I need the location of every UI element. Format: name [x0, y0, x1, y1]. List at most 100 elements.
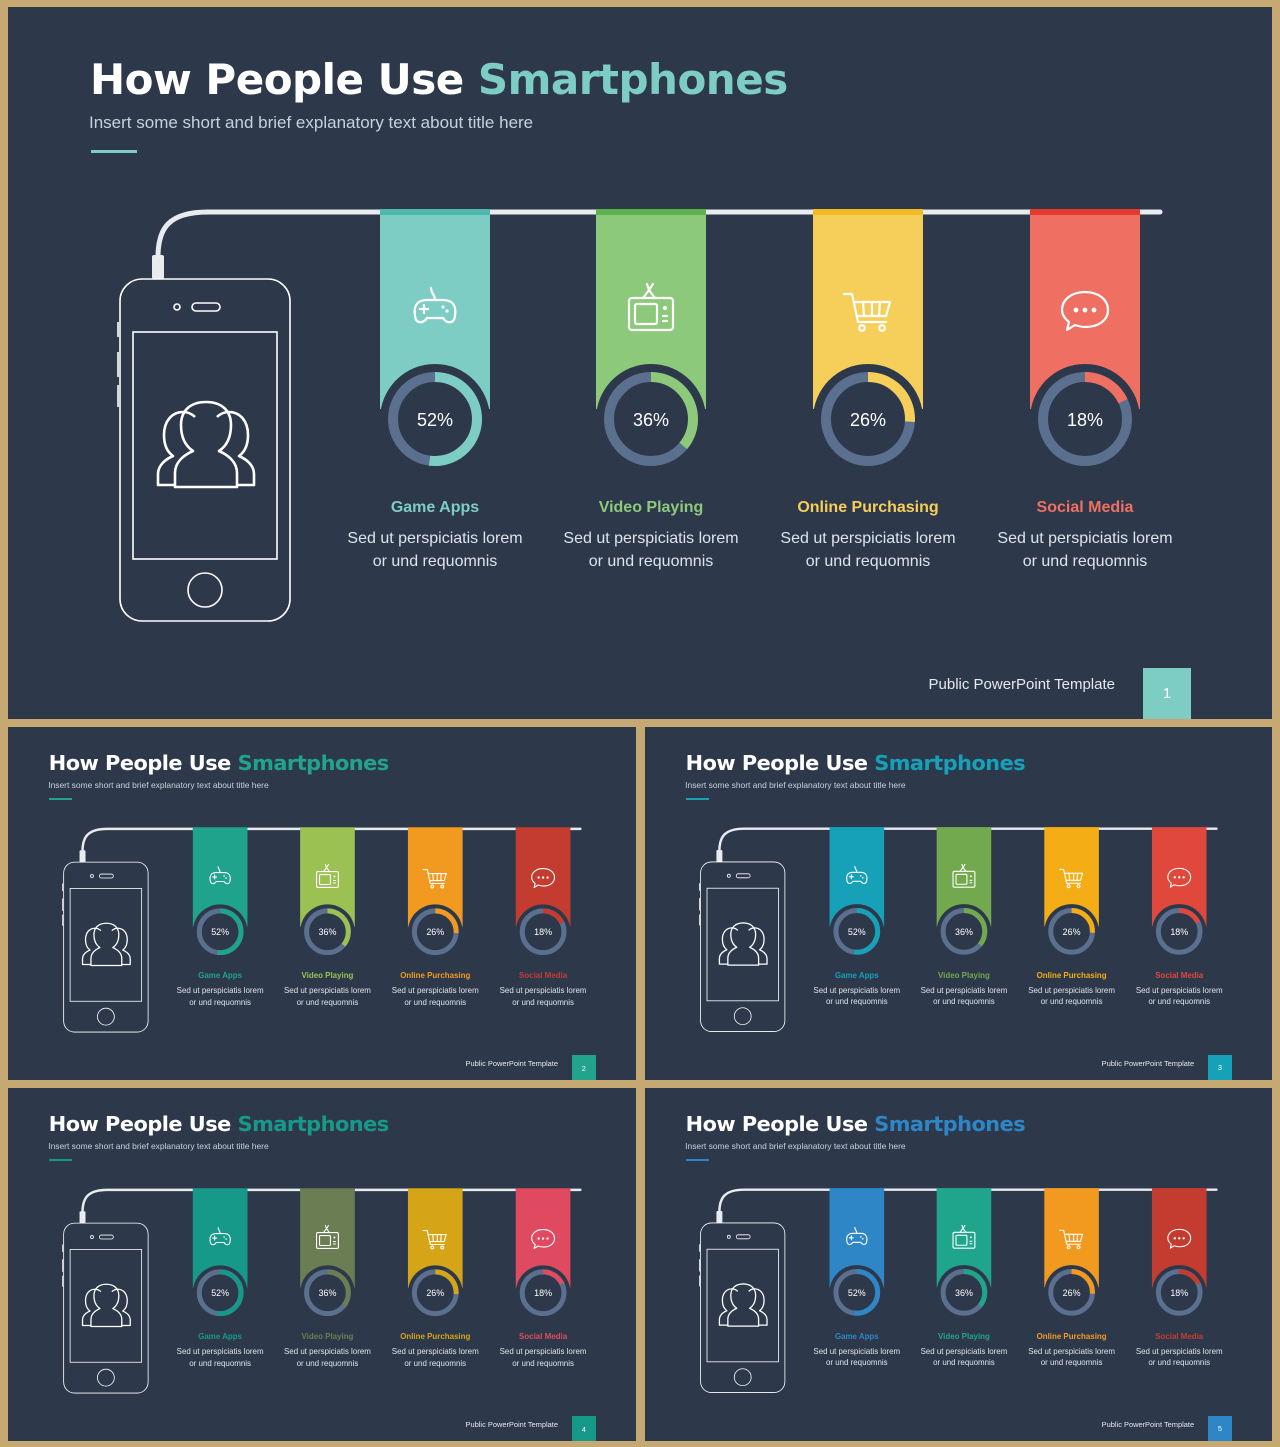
cable-line: [155, 209, 378, 279]
ribbon-3: 26%: [1044, 827, 1099, 959]
phone-body: [63, 861, 149, 1033]
title-main: How People Use: [48, 750, 238, 775]
ribbon-1: 52%: [380, 209, 490, 474]
category-description: Sed ut perspiciatis lorem or und requomn…: [563, 530, 739, 570]
infographic-chart: 52% 36% 26% 18%: [190, 827, 582, 960]
page-subtitle: Insert some short and brief explanatory …: [685, 779, 906, 790]
ribbon-top-band: [1044, 1188, 1099, 1192]
speaker-slot: [191, 302, 221, 312]
ring-progress: [833, 908, 881, 955]
title-main: How People Use: [48, 1111, 238, 1136]
users-icon: [156, 400, 256, 489]
percent-label: 36%: [319, 1288, 337, 1298]
footer-label: Public PowerPoint Template: [465, 1059, 558, 1069]
ribbon-top-band: [1030, 209, 1140, 215]
infographic-canvas: 52% 36% 26% 18%: [62, 827, 582, 1033]
page-number-badge: 5: [1208, 1415, 1232, 1441]
title-main: How People Use: [685, 1111, 875, 1136]
page-number-badge: 4: [571, 1416, 596, 1441]
title-underline: [91, 150, 137, 153]
category-name: Game Apps: [390, 499, 480, 516]
ribbon-2: 36%: [596, 209, 706, 474]
title-underline: [49, 798, 73, 801]
ribbon-4: 18%: [515, 827, 571, 960]
ribbon-top-band: [407, 827, 463, 831]
ribbon-top-band: [300, 827, 355, 831]
ring-progress: [940, 1269, 988, 1316]
page-subtitle: Insert some short and brief explanatory …: [89, 113, 534, 132]
slide-2[interactable]: How People Use Smartphones Insert some sh…: [8, 727, 636, 1080]
footer-label: Public PowerPoint Template: [465, 1420, 558, 1430]
ring-progress: [604, 372, 698, 466]
users-icon: [81, 1283, 131, 1328]
ribbon-3: 26%: [1044, 1188, 1099, 1320]
tv-icon: [952, 1224, 976, 1249]
smartphone-illustration: [699, 1188, 829, 1393]
ring-progress: [940, 908, 988, 955]
cable-line: [718, 1188, 829, 1223]
category-description: Sed ut perspiciatis lorem or und requomn…: [997, 530, 1173, 570]
ribbon-4: 18%: [1151, 1188, 1207, 1320]
percent-label: 52%: [848, 927, 866, 937]
category-description: Sed ut perspiciatis lorem or und requomn…: [499, 986, 587, 1007]
camera-dot: [90, 874, 94, 878]
chat-bubble-icon: [531, 1229, 556, 1250]
slide-4[interactable]: How People Use Smartphones Insert some sh…: [8, 1088, 636, 1441]
ribbon-top-band: [813, 209, 923, 215]
chat-bubble-icon: [1167, 1228, 1192, 1249]
gamepad-icon: [209, 866, 231, 885]
percent-label: 52%: [417, 410, 453, 430]
gamepad-icon: [846, 1226, 868, 1245]
title-accent: Smartphones: [477, 55, 788, 104]
slide-5[interactable]: How People Use Smartphones Insert some sh…: [645, 1088, 1272, 1441]
chat-bubble-icon: [531, 868, 556, 889]
category-name: Social Media: [519, 1332, 568, 1342]
chat-bubble-icon: [1167, 867, 1192, 888]
ribbon-top-band: [300, 1188, 355, 1192]
category-description: Sed ut perspiciatis lorem or und requomn…: [1135, 985, 1223, 1007]
shopping-cart-icon: [422, 1230, 447, 1250]
percent-label: 26%: [1063, 1288, 1081, 1298]
tv-icon: [315, 1225, 339, 1250]
page-subtitle: Insert some short and brief explanatory …: [48, 779, 269, 790]
page-title: How People Use Smartphones: [686, 751, 1026, 775]
camera-dot: [726, 873, 731, 878]
home-button: [187, 572, 223, 608]
percent-label: 36%: [955, 927, 973, 937]
home-button: [733, 1007, 752, 1026]
percent-label: 36%: [319, 927, 337, 937]
category-name: Video Playing: [938, 971, 990, 981]
category-description: Sed ut perspiciatis lorem or und requomn…: [347, 530, 523, 570]
title-accent: Smartphones: [237, 1111, 390, 1136]
category-name: Social Media: [1155, 971, 1204, 981]
infographic-chart: 52% 36% 26% 18%: [375, 209, 1163, 474]
speaker-slot: [99, 1234, 114, 1240]
slide-3[interactable]: How People Use Smartphones Insert some sh…: [645, 727, 1272, 1080]
category-name: Game Apps: [834, 1332, 879, 1342]
page-title: How People Use Smartphones: [685, 1111, 1026, 1136]
ribbon-4: 18%: [1151, 827, 1207, 959]
title-main: How People Use: [90, 55, 478, 104]
users-icon: [718, 1283, 768, 1327]
category-name: Online Purchasing: [400, 1332, 471, 1342]
title-underline: [686, 797, 709, 800]
category-name: Social Media: [519, 971, 568, 981]
gamepad-icon: [209, 1227, 231, 1246]
category-name: Online Purchasing: [1036, 971, 1107, 981]
smartphone-illustration: [699, 827, 829, 1032]
phone-body: [700, 1222, 786, 1393]
slide-1[interactable]: How People Use Smartphones Insert some sh…: [8, 7, 1272, 719]
category-description: Sed ut perspiciatis lorem or und requomn…: [176, 986, 264, 1007]
percent-label: 18%: [534, 927, 552, 937]
tv-icon: [952, 863, 976, 888]
ribbon-top-band: [1044, 827, 1099, 831]
category-description: Sed ut perspiciatis lorem or und requomn…: [813, 1346, 901, 1368]
ribbon-1: 52%: [829, 1188, 885, 1320]
infographic-chart: 52% 36% 26% 18%: [190, 1188, 582, 1321]
ring-progress: [1048, 908, 1095, 955]
footer-label: Public PowerPoint Template: [1101, 1419, 1195, 1429]
infographic-canvas: 52% 36% 26% 18%: [699, 827, 1218, 1032]
phone-screen: [706, 1248, 779, 1363]
speaker-slot: [735, 1234, 751, 1240]
category-name: Video Playing: [301, 1332, 354, 1342]
